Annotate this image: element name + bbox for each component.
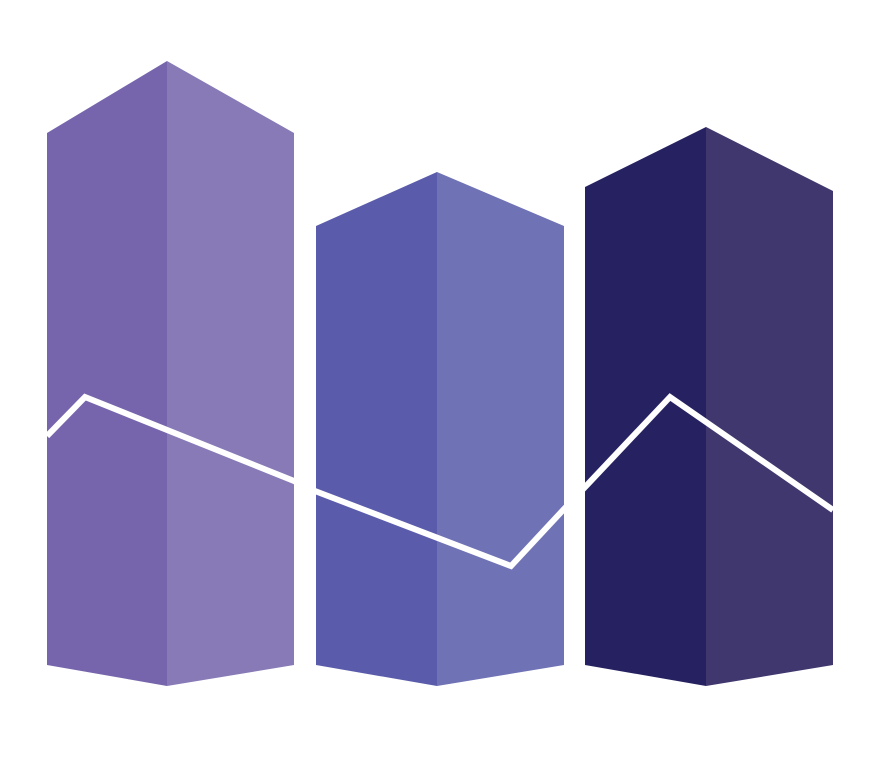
trend-line — [44, 393, 835, 570]
bar-2-left-face — [316, 172, 437, 686]
bar-1-right-face — [167, 61, 294, 686]
bar-1-left-face — [47, 61, 167, 686]
bar-1 — [47, 61, 294, 686]
bar-2-right-face — [437, 172, 564, 686]
bar-3-right-face — [706, 127, 833, 686]
bar-3-left-face — [585, 127, 706, 686]
bar-3 — [585, 127, 833, 686]
bar-2 — [316, 172, 564, 686]
